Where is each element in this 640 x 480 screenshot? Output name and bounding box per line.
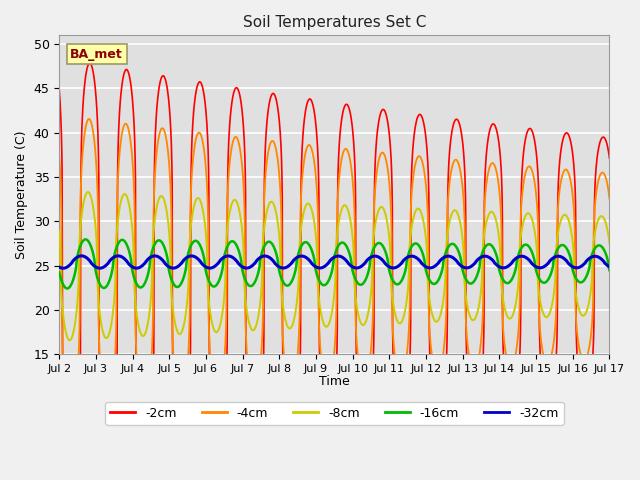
-8cm — [66, 337, 74, 343]
-32cm — [209, 264, 217, 270]
-2cm — [363, 420, 371, 425]
-32cm — [495, 264, 502, 269]
Y-axis label: Soil Temperature (C): Soil Temperature (C) — [15, 131, 28, 259]
Line: -8cm: -8cm — [60, 192, 609, 340]
-32cm — [56, 264, 63, 270]
-2cm — [56, 88, 63, 94]
Legend: -2cm, -4cm, -8cm, -16cm, -32cm: -2cm, -4cm, -8cm, -16cm, -32cm — [105, 402, 564, 425]
-8cm — [84, 189, 92, 195]
-16cm — [82, 237, 90, 242]
-16cm — [363, 275, 371, 280]
-4cm — [605, 195, 613, 201]
-32cm — [557, 254, 565, 260]
-16cm — [495, 264, 502, 270]
-16cm — [557, 242, 565, 248]
-8cm — [56, 228, 63, 234]
-4cm — [85, 116, 93, 122]
-32cm — [60, 265, 67, 271]
-4cm — [56, 154, 63, 159]
-4cm — [351, 216, 358, 222]
-4cm — [495, 181, 502, 187]
Line: -16cm: -16cm — [60, 240, 609, 288]
-8cm — [351, 283, 358, 289]
-8cm — [209, 324, 217, 330]
Line: -4cm: -4cm — [60, 119, 609, 415]
-2cm — [86, 60, 93, 66]
-16cm — [605, 267, 613, 273]
-2cm — [351, 156, 358, 162]
-2cm — [605, 155, 613, 161]
-8cm — [605, 240, 613, 246]
-32cm — [573, 265, 580, 271]
-4cm — [209, 382, 217, 387]
-2cm — [68, 468, 76, 474]
-16cm — [351, 275, 358, 280]
-32cm — [77, 253, 85, 259]
-8cm — [495, 231, 502, 237]
-16cm — [209, 284, 217, 289]
X-axis label: Time: Time — [319, 375, 349, 388]
Title: Soil Temperatures Set C: Soil Temperatures Set C — [243, 15, 426, 30]
-8cm — [363, 317, 371, 323]
-4cm — [363, 374, 371, 380]
-4cm — [557, 177, 565, 182]
-32cm — [351, 265, 358, 271]
-16cm — [63, 286, 71, 291]
-4cm — [573, 323, 580, 329]
-16cm — [56, 270, 63, 276]
Line: -32cm: -32cm — [60, 256, 609, 268]
-32cm — [605, 264, 613, 270]
-8cm — [573, 296, 580, 301]
-2cm — [573, 341, 580, 347]
-2cm — [209, 426, 217, 432]
-4cm — [67, 412, 75, 418]
-8cm — [557, 216, 565, 222]
-16cm — [573, 276, 580, 282]
-2cm — [557, 145, 565, 151]
Line: -2cm: -2cm — [60, 63, 609, 471]
-32cm — [363, 258, 371, 264]
Text: BA_met: BA_met — [70, 48, 123, 60]
-2cm — [495, 138, 502, 144]
